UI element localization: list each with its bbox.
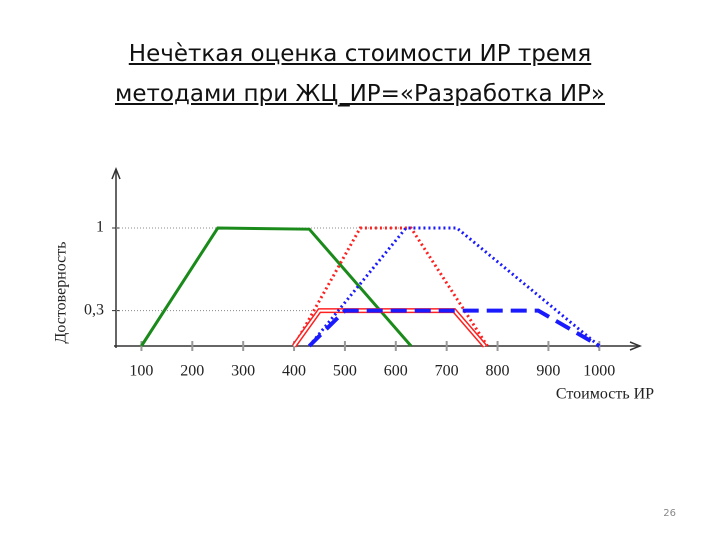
series-line (140, 226, 413, 347)
x-tick-label: 300 (231, 363, 255, 380)
series-line (292, 226, 489, 347)
x-tick-label: 400 (282, 363, 306, 380)
series-line (308, 226, 601, 348)
y-axis-label: Достоверность (53, 241, 70, 343)
x-tick-label: 900 (536, 363, 560, 380)
y-tick-label: 1 (96, 219, 104, 236)
x-axis-arrow (629, 341, 643, 351)
x-axis-label: Стоимость ИР (556, 386, 654, 403)
x-tick-label: 1000 (583, 363, 615, 380)
series-line (307, 308, 601, 348)
x-tick-label: 800 (486, 363, 510, 380)
page-number: 26 (663, 508, 676, 519)
x-tick-label: 700 (435, 363, 459, 380)
y-axis-arrow (111, 166, 121, 180)
y-tick-label: 0,3 (84, 301, 104, 318)
x-tick-label: 100 (129, 363, 153, 380)
x-tick-label: 600 (384, 363, 408, 380)
x-tick-label: 200 (180, 363, 204, 380)
series-line-outer (292, 308, 487, 348)
x-tick-label: 500 (333, 363, 357, 380)
series-line-inner (293, 309, 486, 347)
slide-title: Нечѐткая оценка стоимости ИР тремя метод… (114, 41, 605, 107)
